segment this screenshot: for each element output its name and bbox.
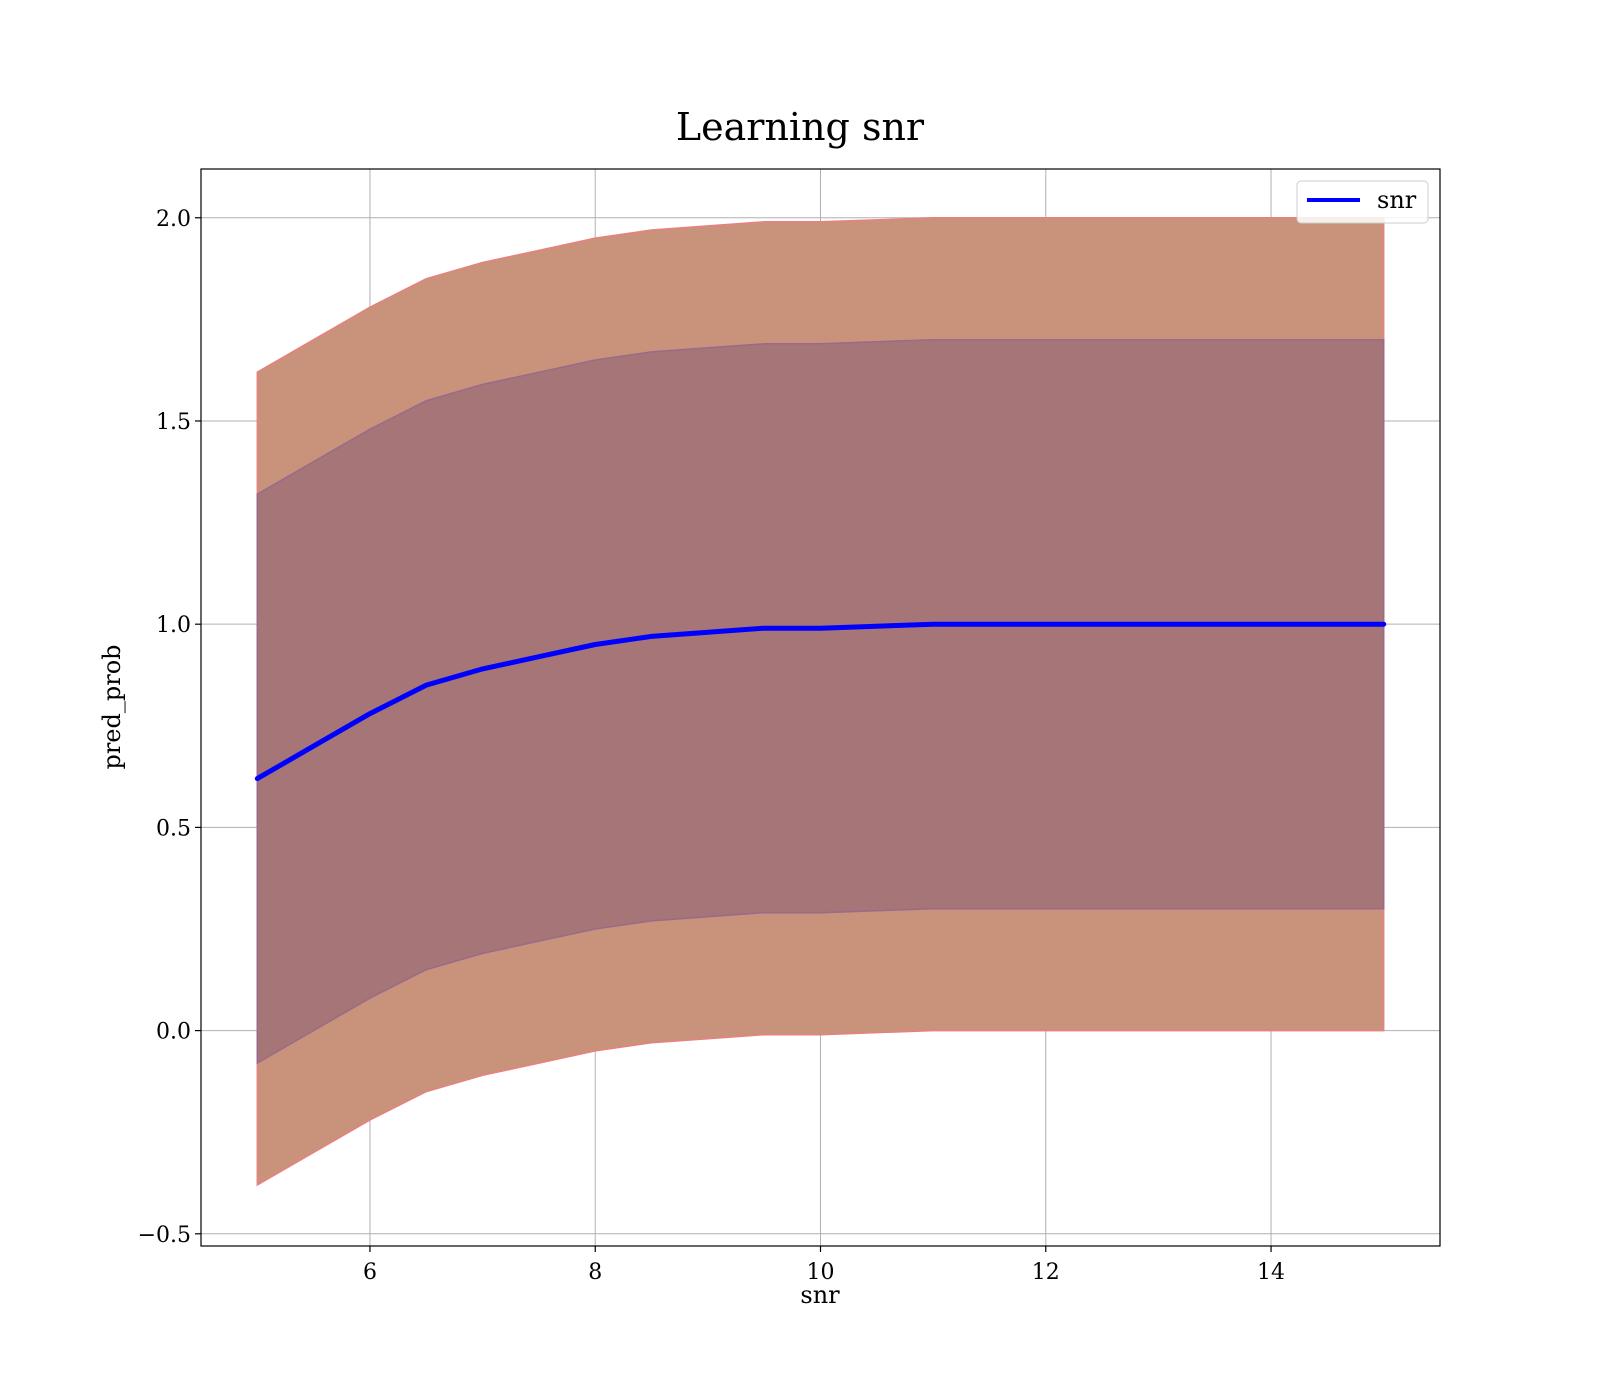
x-tick-label-4: 14: [1257, 1260, 1285, 1285]
bands: [256, 217, 1385, 1187]
legend-box: [1296, 180, 1429, 224]
y-tick-label-4: 1.5: [156, 410, 191, 435]
legend-label-snr: snr: [1377, 186, 1417, 214]
y-tick-label-3: 1.0: [156, 613, 191, 638]
y-tick-label-1: 0.0: [156, 1020, 191, 1045]
x-tick-label-2: 10: [807, 1260, 835, 1285]
y-tick-label-5: 2.0: [156, 207, 191, 232]
y-tick-label-2: 0.5: [156, 816, 191, 841]
y-axis-label: pred_prob: [98, 644, 126, 769]
ticks: 6 8 10 12 14 −0.5 0.0 0.5 1.0 1.5 2.0: [138, 207, 1285, 1285]
x-axis-label: snr: [800, 1281, 840, 1309]
x-tick-label-0: 6: [363, 1260, 377, 1285]
y-tick-label-0: −0.5: [138, 1223, 191, 1248]
series-line-0: [254, 621, 1387, 782]
chart-title: Learning snr: [676, 105, 925, 149]
series-lines: [254, 621, 1387, 782]
x-tick-label-3: 12: [1032, 1260, 1060, 1285]
x-tick-label-1: 8: [588, 1260, 602, 1285]
band-1: [256, 338, 1385, 1065]
legend: snr: [1296, 180, 1429, 224]
